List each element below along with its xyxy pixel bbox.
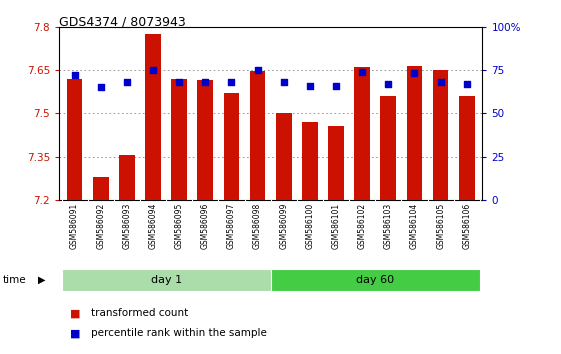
Bar xyxy=(380,96,396,200)
Text: GSM586100: GSM586100 xyxy=(305,203,314,249)
Bar xyxy=(145,34,161,200)
Point xyxy=(227,79,236,85)
Bar xyxy=(119,155,135,200)
Bar xyxy=(197,80,213,200)
Text: GSM586101: GSM586101 xyxy=(332,203,341,249)
Text: GSM586092: GSM586092 xyxy=(96,203,105,249)
Bar xyxy=(93,177,109,200)
Text: GSM586104: GSM586104 xyxy=(410,203,419,249)
Text: transformed count: transformed count xyxy=(91,308,188,318)
Point xyxy=(384,81,393,87)
Text: GSM586091: GSM586091 xyxy=(70,203,79,249)
Text: ■: ■ xyxy=(70,329,81,338)
Text: GSM586093: GSM586093 xyxy=(122,203,131,249)
Point xyxy=(253,67,262,73)
Text: GSM586096: GSM586096 xyxy=(201,203,210,249)
Text: day 1: day 1 xyxy=(150,275,182,285)
Text: GSM586094: GSM586094 xyxy=(149,203,158,249)
Text: GSM586098: GSM586098 xyxy=(253,203,262,249)
Bar xyxy=(302,122,318,200)
Point xyxy=(305,83,314,88)
Text: ■: ■ xyxy=(70,308,81,318)
Bar xyxy=(171,79,187,200)
Text: GSM586106: GSM586106 xyxy=(462,203,471,249)
Text: GSM586095: GSM586095 xyxy=(174,203,183,249)
Point xyxy=(149,67,158,73)
Bar xyxy=(459,96,475,200)
Text: GDS4374 / 8073943: GDS4374 / 8073943 xyxy=(59,16,186,29)
Point xyxy=(96,84,105,90)
Bar xyxy=(328,126,344,200)
Text: GSM586103: GSM586103 xyxy=(384,203,393,249)
Point xyxy=(332,83,341,88)
Bar xyxy=(224,93,240,200)
Point xyxy=(358,69,367,74)
Point xyxy=(201,79,210,85)
Text: GSM586097: GSM586097 xyxy=(227,203,236,249)
Point xyxy=(279,79,288,85)
Bar xyxy=(433,70,448,200)
Bar xyxy=(62,268,270,291)
Point xyxy=(70,72,79,78)
Point xyxy=(462,81,471,87)
Text: GSM586099: GSM586099 xyxy=(279,203,288,249)
Point xyxy=(410,70,419,76)
Text: day 60: day 60 xyxy=(356,275,394,285)
Text: GSM586105: GSM586105 xyxy=(436,203,445,249)
Text: time: time xyxy=(3,275,26,285)
Point xyxy=(122,79,131,85)
Bar xyxy=(250,72,265,200)
Bar xyxy=(355,67,370,200)
Text: percentile rank within the sample: percentile rank within the sample xyxy=(91,329,268,338)
Point xyxy=(174,79,183,85)
Bar xyxy=(276,113,292,200)
Text: ▶: ▶ xyxy=(38,275,45,285)
Text: GSM586102: GSM586102 xyxy=(358,203,367,249)
Point xyxy=(436,79,445,85)
Bar xyxy=(270,268,480,291)
Bar xyxy=(67,79,82,200)
Bar xyxy=(407,65,422,200)
